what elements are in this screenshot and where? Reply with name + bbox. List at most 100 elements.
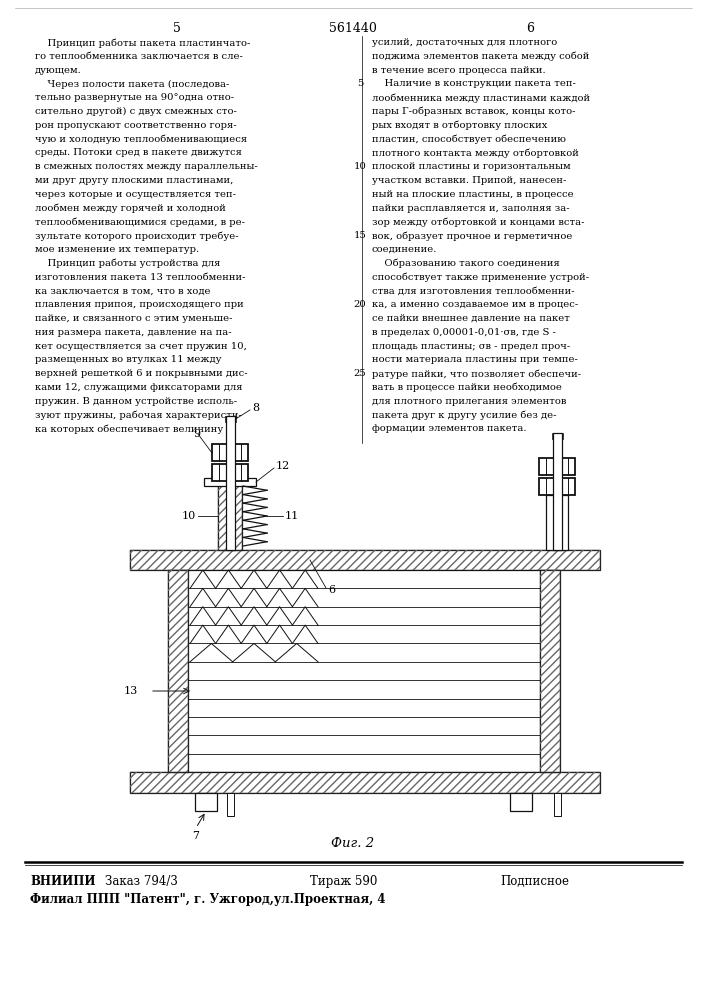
Text: ка которых обеспечивает величину: ка которых обеспечивает величину [35,424,223,434]
Text: 5: 5 [357,79,363,88]
Text: рон пропускают соответственно горя-: рон пропускают соответственно горя- [35,121,237,130]
Text: рых входят в отбортовку плоских: рых входят в отбортовку плоских [372,121,547,130]
Text: участком вставки. Припой, нанесен-: участком вставки. Припой, нанесен- [372,176,566,185]
Text: 10: 10 [182,511,196,521]
Text: зуют пружины, рабочая характеристи-: зуют пружины, рабочая характеристи- [35,411,242,420]
Text: Фиг. 2: Фиг. 2 [332,837,375,850]
Text: мое изменение их температур.: мое изменение их температур. [35,245,199,254]
Text: 9: 9 [193,429,200,439]
Bar [218,482,242,550]
Bar [195,793,217,811]
Bar [130,550,600,570]
Text: среды. Потоки сред в пакете движутся: среды. Потоки сред в пакете движутся [35,148,242,157]
Text: пары Г-образных вставок, концы кото-: пары Г-образных вставок, концы кото- [372,107,575,116]
Bar [130,772,600,793]
Text: дующем.: дующем. [35,66,82,75]
Bar [553,433,562,550]
Text: Принцип работы устройства для: Принцип работы устройства для [35,259,221,268]
Text: ка заключается в том, что в ходе: ка заключается в том, что в ходе [35,286,211,295]
Text: Принцип работы пакета пластинчато-: Принцип работы пакета пластинчато- [35,38,250,47]
Text: 11: 11 [285,511,299,521]
Text: пайки расплавляется и, заполняя за-: пайки расплавляется и, заполняя за- [372,204,570,213]
Text: 12: 12 [276,461,291,471]
Text: 13: 13 [124,686,138,696]
Bar [510,793,532,811]
Bar [546,495,568,550]
Text: Филиал ППП "Патент", г. Ужгород,ул.Проектная, 4: Филиал ППП "Патент", г. Ужгород,ул.Проек… [30,893,385,906]
Text: тельно развернутые на 90°одна отно-: тельно развернутые на 90°одна отно- [35,93,234,102]
Text: усилий, достаточных для плотного: усилий, достаточных для плотного [372,38,557,47]
Text: площадь пластины; σв - предел проч-: площадь пластины; σв - предел проч- [372,342,571,351]
Text: для плотного прилегания элементов: для плотного прилегания элементов [372,397,566,406]
Bar [212,464,248,481]
Text: соединение.: соединение. [372,245,438,254]
Text: Тираж 590: Тираж 590 [310,875,378,888]
Text: ВНИИПИ: ВНИИПИ [30,875,95,888]
Text: 10: 10 [354,162,366,171]
Text: Подписное: Подписное [500,875,569,888]
Text: в пределах 0,00001-0,01·σв, где S -: в пределах 0,00001-0,01·σв, где S - [372,328,556,337]
Text: сительно другой) с двух смежных сто-: сительно другой) с двух смежных сто- [35,107,237,116]
Text: пакета друг к другу усилие без де-: пакета друг к другу усилие без де- [372,411,556,420]
Text: 5: 5 [173,22,181,35]
Bar [227,793,234,816]
Bar [130,550,600,570]
Text: через которые и осуществляется теп-: через которые и осуществляется теп- [35,190,236,199]
Text: ства для изготовления теплообменни-: ства для изготовления теплообменни- [372,286,575,295]
Bar [540,570,560,772]
Text: ный на плоские пластины, в процессе: ный на плоские пластины, в процессе [372,190,573,199]
Text: 15: 15 [354,231,366,240]
Text: го теплообменника заключается в сле-: го теплообменника заключается в сле- [35,52,243,61]
Bar [552,433,563,439]
Text: ности материала пластины при темпе-: ности материала пластины при темпе- [372,355,578,364]
Text: ния размера пакета, давление на па-: ния размера пакета, давление на па- [35,328,232,337]
Text: 561440: 561440 [329,22,377,35]
Text: Заказ 794/3: Заказ 794/3 [105,875,178,888]
Bar [539,458,575,475]
Text: плоской пластины и горизонтальным: плоской пластины и горизонтальным [372,162,571,171]
Text: 20: 20 [354,300,366,309]
Text: 7: 7 [192,831,199,841]
Text: плавления припоя, происходящего при: плавления припоя, происходящего при [35,300,244,309]
Text: зор между отбортовкой и концами вста-: зор между отбортовкой и концами вста- [372,217,585,227]
Text: чую и холодную теплообменивающиеся: чую и холодную теплообменивающиеся [35,135,247,144]
Bar [168,570,188,772]
Text: вать в процессе пайки необходимое: вать в процессе пайки необходимое [372,383,562,392]
Text: 8: 8 [252,403,259,413]
Text: се пайки внешнее давление на пакет: се пайки внешнее давление на пакет [372,314,570,323]
Text: ратуре пайки, что позволяет обеспечи-: ратуре пайки, что позволяет обеспечи- [372,369,581,379]
Bar [130,772,600,793]
Text: Наличие в конструкции пакета теп-: Наличие в конструкции пакета теп- [372,79,576,88]
Text: 25: 25 [354,369,366,378]
Text: 6: 6 [328,585,335,595]
Bar [204,478,256,486]
Text: в течение всего процесса пайки.: в течение всего процесса пайки. [372,66,546,75]
Text: в смежных полостях между параллельны-: в смежных полостях между параллельны- [35,162,258,171]
Bar [226,416,235,550]
Text: изготовления пакета 13 теплообменни-: изготовления пакета 13 теплообменни- [35,273,245,282]
Bar [540,570,560,772]
Text: поджима элементов пакета между собой: поджима элементов пакета между собой [372,52,590,61]
Text: плотного контакта между отбортовкой: плотного контакта между отбортовкой [372,148,579,158]
Text: Через полости пакета (последова-: Через полости пакета (последова- [35,79,229,89]
Bar [168,570,188,772]
Text: ка, а именно создаваемое им в процес-: ка, а именно создаваемое им в процес- [372,300,578,309]
Text: зультате которого происходит требуе-: зультате которого происходит требуе- [35,231,239,241]
Text: пластин, способствует обеспечению: пластин, способствует обеспечению [372,135,566,144]
Text: лообмен между горячей и холодной: лообмен между горячей и холодной [35,204,226,213]
Text: теплообменивающимися средами, в ре-: теплообменивающимися средами, в ре- [35,217,245,227]
Text: размещенных во втулках 11 между: размещенных во втулках 11 между [35,355,221,364]
Text: лообменника между пластинами каждой: лообменника между пластинами каждой [372,93,590,103]
Bar [539,478,575,495]
Bar [212,444,248,461]
Text: 6: 6 [526,22,534,35]
Text: вок, образует прочное и герметичное: вок, образует прочное и герметичное [372,231,573,241]
Text: Образованию такого соединения: Образованию такого соединения [372,259,560,268]
Bar [554,793,561,816]
Text: пружин. В данном устройстве исполь-: пружин. В данном устройстве исполь- [35,397,237,406]
Text: формации элементов пакета.: формации элементов пакета. [372,424,527,433]
Text: ками 12, служащими фиксаторами для: ками 12, служащими фиксаторами для [35,383,243,392]
Text: ми друг другу плоскими пластинами,: ми друг другу плоскими пластинами, [35,176,233,185]
Text: кет осуществляется за счет пружин 10,: кет осуществляется за счет пружин 10, [35,342,247,351]
Bar [218,482,242,550]
